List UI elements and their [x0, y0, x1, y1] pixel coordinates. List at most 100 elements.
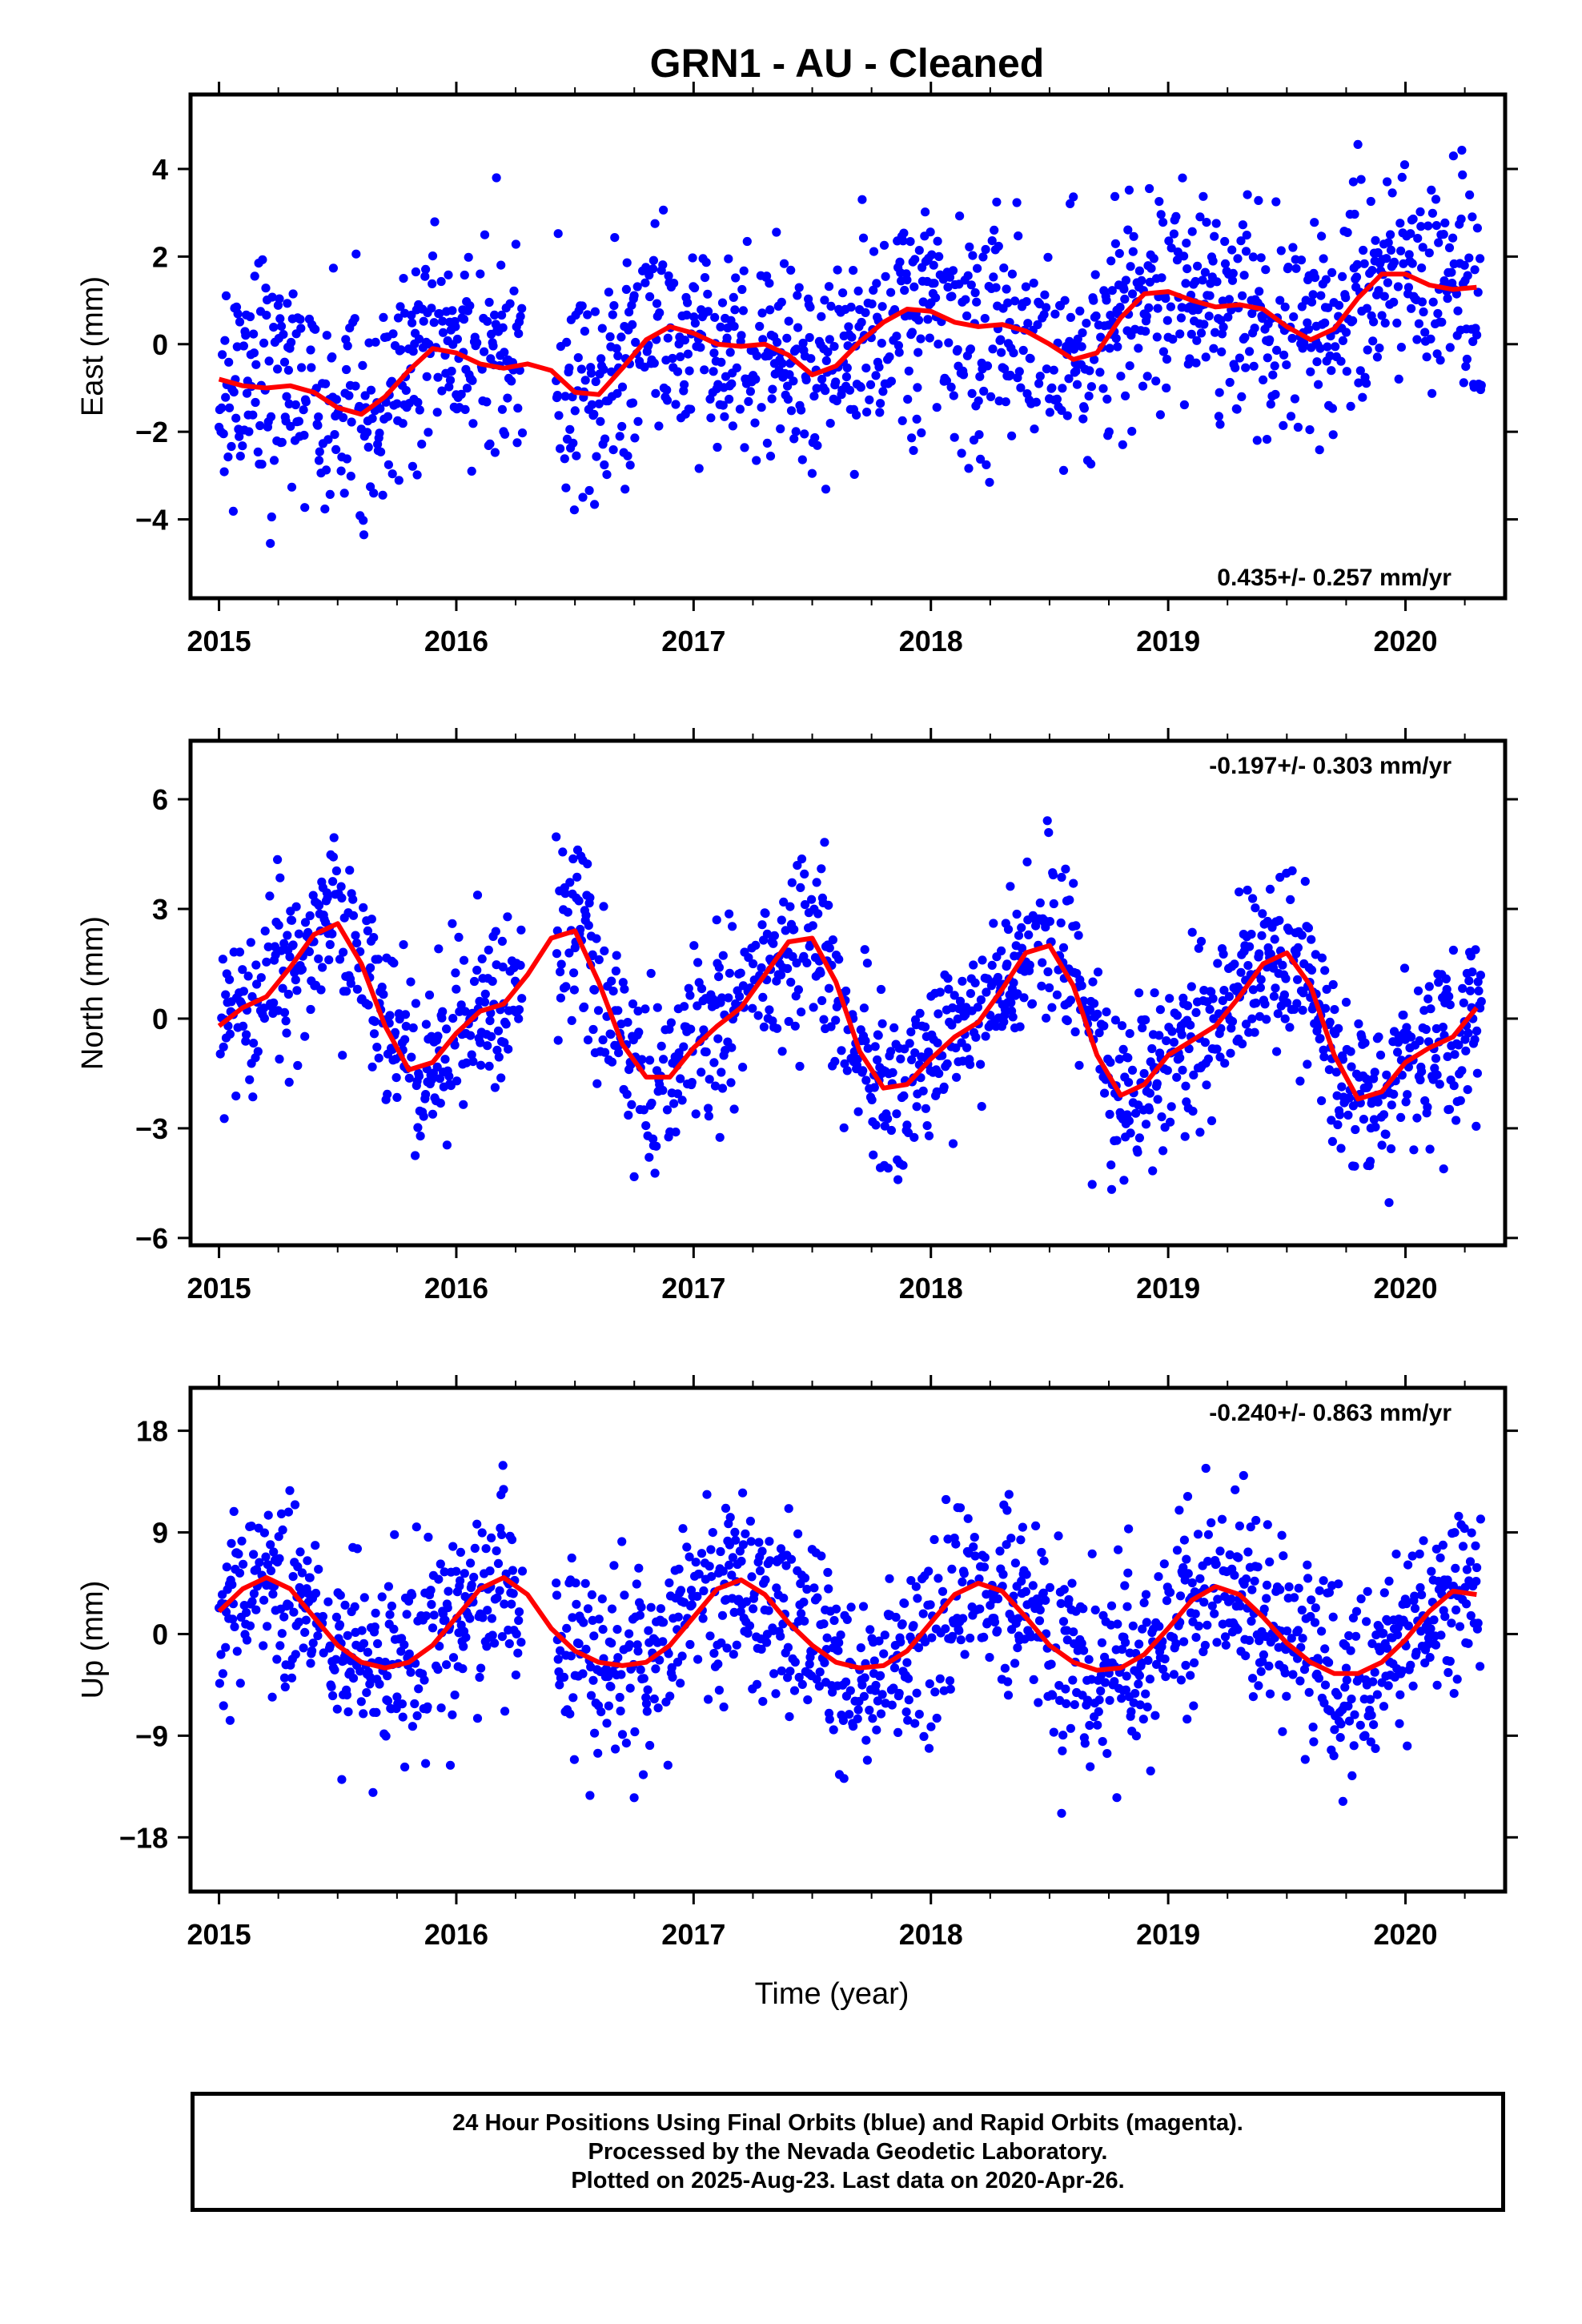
data-point: [982, 987, 991, 997]
data-point: [1401, 1097, 1411, 1107]
data-point: [628, 320, 637, 329]
data-point: [768, 384, 777, 394]
data-point: [562, 1623, 572, 1633]
data-point: [797, 1679, 807, 1689]
data-point: [1449, 1081, 1459, 1091]
data-point: [372, 1043, 382, 1052]
data-point: [440, 1055, 450, 1064]
data-point: [758, 992, 768, 1002]
data-point: [697, 1549, 707, 1558]
data-point: [259, 338, 269, 348]
data-point: [1327, 366, 1336, 376]
data-point: [448, 1653, 459, 1663]
data-point: [1316, 291, 1326, 300]
data-point: [1207, 1116, 1217, 1126]
data-point: [647, 1098, 656, 1108]
data-point: [608, 445, 618, 455]
data-point: [834, 1638, 844, 1647]
data-point: [846, 1602, 856, 1612]
data-point: [278, 983, 287, 993]
data-point: [1383, 278, 1392, 287]
data-point: [301, 1615, 311, 1625]
data-point: [1266, 949, 1275, 959]
data-point: [886, 1047, 896, 1056]
data-point: [979, 1562, 990, 1572]
data-point: [729, 292, 738, 302]
x-tick-label: 2018: [899, 1918, 963, 1951]
data-point: [1234, 1553, 1243, 1562]
data-point: [949, 391, 958, 400]
model-fit-line: [218, 271, 1477, 417]
data-point: [511, 1671, 521, 1680]
data-point: [862, 407, 872, 417]
data-point: [342, 454, 351, 464]
data-point: [378, 490, 387, 500]
data-point: [433, 372, 443, 382]
data-point: [480, 997, 490, 1007]
data-point: [1444, 243, 1455, 252]
data-point: [722, 1643, 732, 1653]
data-point: [935, 1674, 945, 1683]
data-point: [227, 1538, 236, 1548]
data-point: [235, 1679, 245, 1688]
data-point: [809, 1003, 818, 1012]
data-point: [488, 976, 497, 986]
data-point: [1161, 1672, 1170, 1682]
data-point: [1058, 465, 1069, 476]
data-point: [1352, 259, 1362, 269]
data-point: [1217, 329, 1227, 339]
data-point: [1407, 1551, 1417, 1561]
data-point: [500, 348, 509, 357]
data-point: [838, 288, 848, 298]
data-point: [673, 1089, 683, 1099]
data-point: [1367, 266, 1377, 275]
data-point: [1298, 1634, 1307, 1643]
data-point: [1016, 1535, 1026, 1545]
data-point: [448, 1710, 457, 1719]
data-point: [401, 385, 411, 396]
data-point: [632, 282, 642, 292]
data-point: [554, 411, 564, 420]
data-point: [608, 310, 617, 320]
data-point: [1286, 895, 1295, 904]
data-point: [383, 460, 393, 469]
data-point: [367, 1062, 377, 1072]
data-point: [560, 889, 570, 899]
data-point: [1045, 1582, 1054, 1592]
data-point: [259, 1003, 269, 1013]
data-point: [1213, 959, 1223, 968]
data-point: [305, 911, 315, 921]
data-point: [287, 482, 297, 492]
data-point: [903, 395, 913, 404]
data-point: [504, 1044, 513, 1054]
data-point: [1399, 1010, 1408, 1020]
data-point: [273, 364, 283, 374]
data-point: [1293, 975, 1303, 984]
data-point: [1080, 1739, 1090, 1748]
data-point: [1343, 227, 1352, 237]
data-point: [1037, 981, 1046, 991]
data-point: [971, 1032, 981, 1042]
data-point: [399, 274, 408, 283]
data-point: [427, 304, 436, 313]
x-tick-label: 2015: [187, 1272, 251, 1305]
data-point: [1348, 316, 1358, 326]
data-point: [244, 427, 254, 436]
data-point: [339, 947, 348, 957]
data-point: [490, 310, 500, 320]
data-point: [1168, 335, 1178, 344]
data-point: [793, 985, 804, 995]
data-point: [1139, 1598, 1149, 1607]
data-point: [1389, 257, 1399, 267]
data-point: [659, 1055, 669, 1064]
data-point: [1243, 885, 1252, 895]
data-point: [1426, 1004, 1435, 1014]
data-point: [308, 1638, 318, 1648]
data-point: [1372, 352, 1382, 362]
data-point: [1248, 985, 1258, 995]
data-point: [267, 1692, 277, 1702]
data-point: [710, 1081, 721, 1091]
data-point: [348, 895, 358, 904]
data-point: [817, 374, 827, 384]
data-point: [1359, 245, 1368, 255]
